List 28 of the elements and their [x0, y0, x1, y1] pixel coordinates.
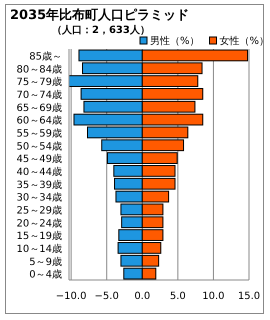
y-tick-label: 20～24歳	[16, 217, 62, 230]
y-tick-label: 0～4歳	[29, 268, 62, 281]
y-tick-label: 55～59歳	[16, 127, 62, 140]
x-tick-label: −10.0	[56, 291, 86, 302]
y-tick-label: 65～69歳	[16, 102, 62, 114]
x-tick-label: 15.0	[238, 291, 260, 302]
chart-title: 2035年比布町人口ピラミッド	[10, 8, 190, 23]
chart-subtitle: （人口：2，633人）	[52, 24, 150, 36]
y-tick-label: 5～9歳	[29, 256, 62, 268]
y-tick-label: 25～29歳	[16, 204, 62, 216]
y-tick-label: 45～49歳	[16, 153, 62, 166]
legend-label: 男性（%）	[150, 35, 200, 47]
y-tick-label: 30～34歳	[16, 192, 62, 204]
x-tick-label: −5.0	[94, 291, 119, 302]
y-tick-label: 60～64歳	[16, 114, 62, 127]
x-tick-label: 0.0	[134, 291, 150, 302]
y-tick-label: 15～19歳	[16, 230, 62, 242]
y-tick-label: 50～54歳	[16, 140, 62, 152]
y-tick-label: 40～44歳	[16, 166, 62, 178]
y-tick-label: 85歳～	[29, 50, 62, 62]
y-tick-label: 10～14歳	[16, 242, 62, 255]
y-tick-label: 80～84歳	[16, 63, 62, 76]
y-tick-label: 75～79歳	[16, 76, 62, 88]
x-tick-label: 10.0	[202, 291, 225, 302]
y-tick-label: 35～39歳	[16, 178, 62, 191]
legend-label: 女性（%）	[220, 35, 270, 47]
x-tick-label: 5.0	[170, 291, 186, 302]
y-tick-label: 70～74歳	[16, 88, 62, 101]
